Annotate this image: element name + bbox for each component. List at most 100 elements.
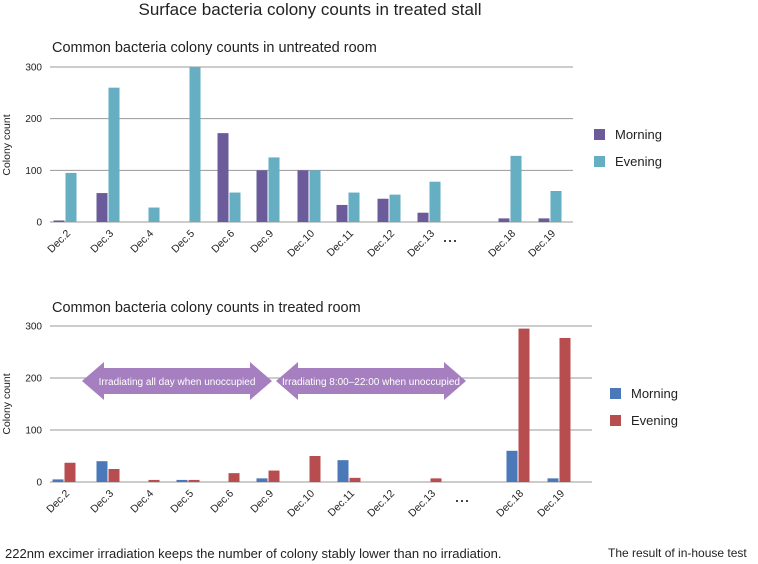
legend-item-evening-bottom: Evening (610, 407, 678, 434)
bar-treated-morning-12 (547, 478, 559, 482)
x-tick-label-untreated-8: Dec.12 (365, 228, 397, 260)
x-tick-label-untreated-7: Dec.11 (325, 228, 357, 260)
footer-note: The result of in-house test (608, 546, 747, 560)
bar-untreated-morning-8 (377, 198, 389, 222)
x-tick-label-untreated-2: Dec.4 (128, 228, 156, 256)
x-tick-label-treated-4: Dec.6 (208, 488, 236, 516)
x-tick-label-treated-5: Dec.9 (248, 488, 276, 516)
bar-treated-morning-11 (506, 450, 518, 482)
x-tick-label-untreated-12: Dec.19 (526, 228, 558, 260)
x-tick-label-untreated-5: Dec.9 (248, 228, 276, 256)
legend-item-morning-bottom: Morning (610, 380, 678, 407)
bar-treated-morning-5 (256, 478, 268, 482)
bar-untreated-evening-2 (148, 207, 160, 222)
legend-label-evening-bottom: Evening (631, 413, 678, 428)
x-tick-label-treated-1: Dec.3 (88, 488, 116, 516)
x-tick-label-treated-6: Dec.10 (285, 488, 317, 520)
bar-untreated-evening-8 (389, 194, 401, 222)
y-tick-label-untreated-200: 200 (25, 114, 42, 125)
ellipsis-untreated: ... (442, 226, 457, 246)
x-tick-label-treated-0: Dec.2 (44, 488, 72, 516)
bar-untreated-morning-7 (336, 204, 348, 222)
annotation-text-0: Irradiating all day when unoccupied (99, 377, 256, 388)
bar-untreated-evening-5 (268, 157, 280, 222)
bar-untreated-morning-0 (53, 220, 65, 222)
bar-untreated-evening-7 (348, 192, 360, 222)
x-tick-label-treated-8: Dec.12 (365, 488, 397, 520)
annotation-text-1: Irradiating 8:00–22:00 when unoccupied (282, 377, 460, 388)
bar-treated-morning-0 (52, 479, 64, 482)
bar-untreated-morning-4 (217, 133, 229, 222)
chart-title-treated: Common bacteria colony counts in treated… (52, 300, 361, 316)
bar-untreated-evening-12 (550, 191, 562, 222)
y-axis-title-untreated: Colony count (1, 114, 13, 175)
y-tick-label-treated-300: 300 (25, 322, 42, 333)
bar-untreated-morning-11 (498, 218, 510, 222)
ellipsis-treated: ... (454, 486, 469, 506)
legend-swatch-morning-top (594, 129, 605, 140)
x-tick-label-treated-11: Dec.18 (494, 488, 526, 520)
annotation-arrow-0 (82, 362, 272, 400)
y-tick-label-untreated-300: 300 (25, 63, 42, 74)
y-tick-label-untreated-0: 0 (36, 218, 42, 229)
bar-treated-evening-1 (108, 469, 120, 482)
legend-swatch-evening-top (594, 156, 605, 167)
x-tick-label-treated-7: Dec.11 (326, 488, 358, 520)
bar-treated-evening-0 (64, 462, 76, 482)
bar-treated-morning-1 (96, 461, 108, 482)
bar-treated-evening-9 (430, 478, 442, 482)
x-tick-label-untreated-9: Dec.13 (405, 228, 437, 260)
x-tick-label-treated-2: Dec.4 (128, 488, 156, 516)
bar-treated-evening-2 (148, 479, 160, 482)
bar-treated-evening-11 (518, 328, 530, 482)
legend-label-morning-bottom: Morning (631, 386, 678, 401)
bar-treated-morning-7 (337, 460, 349, 482)
x-tick-label-untreated-1: Dec.3 (88, 228, 116, 256)
legend-item-morning-top: Morning (594, 121, 662, 148)
legend-swatch-morning-bottom (610, 388, 621, 399)
x-tick-label-untreated-4: Dec.6 (209, 228, 237, 256)
x-tick-label-untreated-6: Dec.10 (285, 228, 317, 260)
bar-treated-evening-4 (228, 473, 240, 482)
y-axis-title-treated: Colony count (1, 373, 13, 434)
legend-swatch-evening-bottom (610, 415, 621, 426)
x-tick-label-treated-9: Dec.13 (406, 488, 438, 520)
bar-untreated-morning-12 (538, 218, 550, 222)
bar-untreated-evening-0 (65, 172, 77, 222)
legend-bottom: Morning Evening (610, 380, 678, 434)
bar-untreated-evening-4 (229, 192, 241, 222)
bar-treated-evening-6 (309, 456, 321, 482)
bar-untreated-morning-5 (256, 170, 268, 222)
y-tick-label-treated-0: 0 (36, 478, 42, 489)
page-title: Surface bacteria colony counts in treate… (138, 0, 482, 19)
bar-untreated-evening-6 (309, 170, 321, 222)
footer-caption: 222nm excimer irradiation keeps the numb… (5, 546, 502, 561)
x-tick-label-treated-3: Dec.5 (168, 488, 196, 516)
x-tick-label-untreated-3: Dec.5 (169, 228, 197, 256)
bar-untreated-morning-6 (297, 170, 309, 222)
x-tick-label-treated-12: Dec.19 (535, 488, 567, 520)
bar-untreated-evening-3 (189, 67, 201, 222)
legend-label-evening-top: Evening (615, 154, 662, 169)
legend-top: Morning Evening (594, 121, 662, 175)
bar-treated-evening-3 (188, 479, 200, 482)
annotation-arrow-1 (276, 362, 466, 400)
bar-treated-morning-3 (176, 479, 188, 482)
y-tick-label-treated-100: 100 (25, 426, 42, 437)
x-tick-label-untreated-11: Dec.18 (486, 228, 518, 260)
x-tick-label-untreated-0: Dec.2 (45, 228, 73, 256)
bar-untreated-evening-9 (429, 181, 441, 222)
bar-untreated-morning-9 (417, 212, 429, 222)
chart-title-untreated: Common bacteria colony counts in untreat… (52, 40, 377, 56)
legend-item-evening-top: Evening (594, 148, 662, 175)
bar-treated-evening-7 (349, 477, 361, 482)
bar-untreated-evening-1 (108, 87, 120, 223)
bar-untreated-morning-1 (96, 193, 108, 222)
y-tick-label-untreated-100: 100 (25, 166, 42, 177)
y-tick-label-treated-200: 200 (25, 374, 42, 385)
bar-treated-evening-5 (268, 470, 280, 482)
legend-label-morning-top: Morning (615, 127, 662, 142)
bar-treated-evening-12 (559, 337, 571, 482)
bar-untreated-evening-11 (510, 155, 522, 222)
